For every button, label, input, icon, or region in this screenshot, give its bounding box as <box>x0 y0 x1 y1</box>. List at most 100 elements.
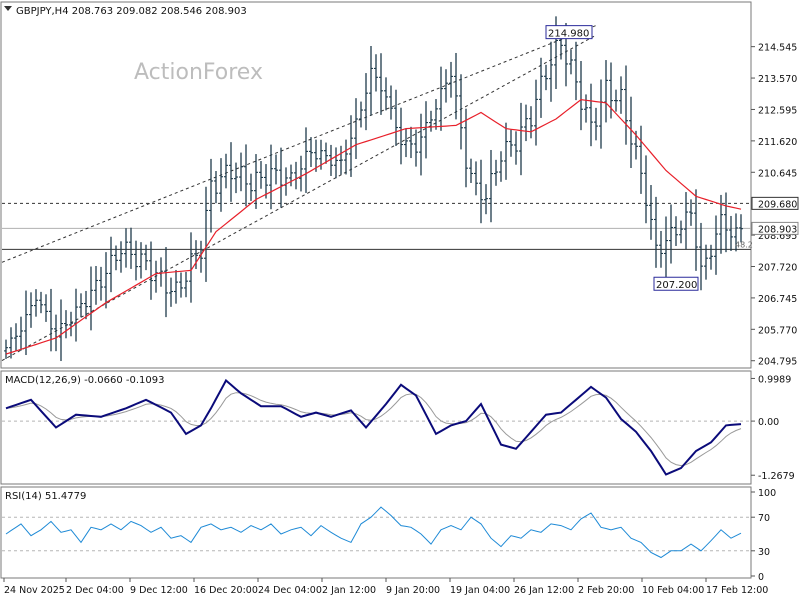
dropdown-triangle-icon[interactable] <box>4 6 12 11</box>
ohlc-bar <box>644 155 648 224</box>
ohlc-bar <box>69 311 73 337</box>
ohlc-bar <box>594 107 598 141</box>
ohlc-bar <box>244 144 248 207</box>
ohlc-bar <box>264 164 268 199</box>
time-tick-label: 2 Dec 04:00 <box>66 585 124 596</box>
ohlc-bar <box>174 269 178 304</box>
ohlc-bar <box>714 215 718 275</box>
time-tick-label: 26 Jan 12:00 <box>514 585 574 596</box>
rsi-tick-label: 30 <box>758 547 770 558</box>
macd-tick-label: 0.00 <box>758 417 779 428</box>
ohlc-bar <box>209 158 213 233</box>
ohlc-bar <box>84 290 88 320</box>
ohlc-bar <box>499 151 503 182</box>
channel-lower-line <box>1 34 597 361</box>
ohlc-bar <box>519 102 523 176</box>
ohlc-bar <box>274 154 278 185</box>
ohlc-bar <box>669 204 673 264</box>
ohlc-bar <box>224 153 228 189</box>
moving-average-line <box>5 98 742 355</box>
symbol-line: GBPJPY,H4 208.763 209.082 208.546 208.90… <box>16 6 247 17</box>
ohlc-bar <box>289 164 293 187</box>
ohlc-bar <box>729 215 733 251</box>
ohlc-bar <box>734 213 738 252</box>
ohlc-bar <box>9 327 13 359</box>
ohlc-bar <box>59 299 63 362</box>
time-tick-label: 16 Dec 20:00 <box>194 585 258 596</box>
level-price-label: 209.680 <box>758 199 797 210</box>
ohlc-bar <box>89 266 93 331</box>
ohlc-bar <box>364 73 368 131</box>
ohlc-bar <box>529 106 533 139</box>
ohlc-bar <box>394 89 398 146</box>
ohlc-bar <box>459 74 463 150</box>
time-tick-label: 10 Feb 04:00 <box>642 585 704 596</box>
ohlc-bar <box>229 142 233 202</box>
ohlc-bar <box>539 57 543 118</box>
ohlc-bar <box>389 85 393 120</box>
ohlc-bar <box>429 110 433 132</box>
ohlc-bar <box>214 171 218 204</box>
ohlc-bar <box>649 185 653 240</box>
ohlc-bar <box>709 244 713 270</box>
ohlc-bar <box>349 115 353 177</box>
ohlc-bar <box>574 41 578 101</box>
ohlc-bar <box>184 271 188 298</box>
ohlc-bar <box>469 158 473 183</box>
ohlc-bar <box>109 236 113 293</box>
rsi-tick-label: 0 <box>758 572 764 583</box>
rsi-title: RSI(14) 51.4779 <box>5 491 86 502</box>
ohlc-bar <box>99 266 103 301</box>
ohlc-bar <box>589 83 593 147</box>
ohlc-bar <box>34 289 38 317</box>
price-tick-label: 214.545 <box>758 43 797 54</box>
macd-tick-label: 0.9989 <box>758 374 791 385</box>
ohlc-bar <box>639 125 643 194</box>
ohlc-bar <box>579 60 583 131</box>
ohlc-bar <box>104 252 108 309</box>
ohlc-bar <box>14 323 18 352</box>
ohlc-bar <box>694 189 698 271</box>
level-price-badge <box>751 196 799 210</box>
ohlc-bar <box>679 220 683 244</box>
ohlc-bar <box>124 228 128 268</box>
rsi-tick-label: 100 <box>758 488 776 499</box>
current-price-label: 208.903 <box>758 224 797 235</box>
ohlc-bar <box>239 152 243 192</box>
price-tick-label: 207.720 <box>758 262 797 273</box>
rsi-tick-label: 70 <box>758 513 770 524</box>
ohlc-bar <box>234 162 238 194</box>
ohlc-bar <box>369 45 373 116</box>
ohlc-bar <box>194 240 198 270</box>
ohlc-bar <box>149 241 153 300</box>
ohlc-bar <box>204 186 208 282</box>
ohlc-bar <box>219 158 223 212</box>
ohlc-bar <box>259 161 263 189</box>
watermark: ActionForex <box>134 60 263 85</box>
ohlc-bar <box>324 142 328 164</box>
ohlc-bar <box>384 77 388 111</box>
ohlc-bar <box>339 145 343 175</box>
ohlc-bar <box>629 96 633 168</box>
ohlc-bar <box>609 62 613 119</box>
ohlc-bar <box>249 173 253 201</box>
ohlc-bar <box>29 292 33 328</box>
ohlc-bar <box>314 139 318 172</box>
ohlc-bar <box>24 290 28 356</box>
high-label: 214.980 <box>548 29 589 40</box>
low-label: 207.200 <box>656 280 697 291</box>
rsi-pane <box>0 486 752 579</box>
ohlc-bar <box>479 159 483 224</box>
price-tick-label: 212.595 <box>758 105 797 116</box>
ohlc-bar <box>659 230 663 268</box>
time-tick-label: 2 Feb 20:00 <box>578 585 634 596</box>
level-small-label: 48.2 <box>735 240 753 249</box>
macd-title: MACD(12,26,9) -0.0660 -0.1093 <box>5 375 165 386</box>
time-tick-label: 17 Feb 12:00 <box>706 585 768 596</box>
ohlc-bar <box>359 101 363 128</box>
ohlc-bar <box>169 277 173 307</box>
ohlc-bar <box>544 64 548 91</box>
ohlc-bar <box>189 232 193 303</box>
